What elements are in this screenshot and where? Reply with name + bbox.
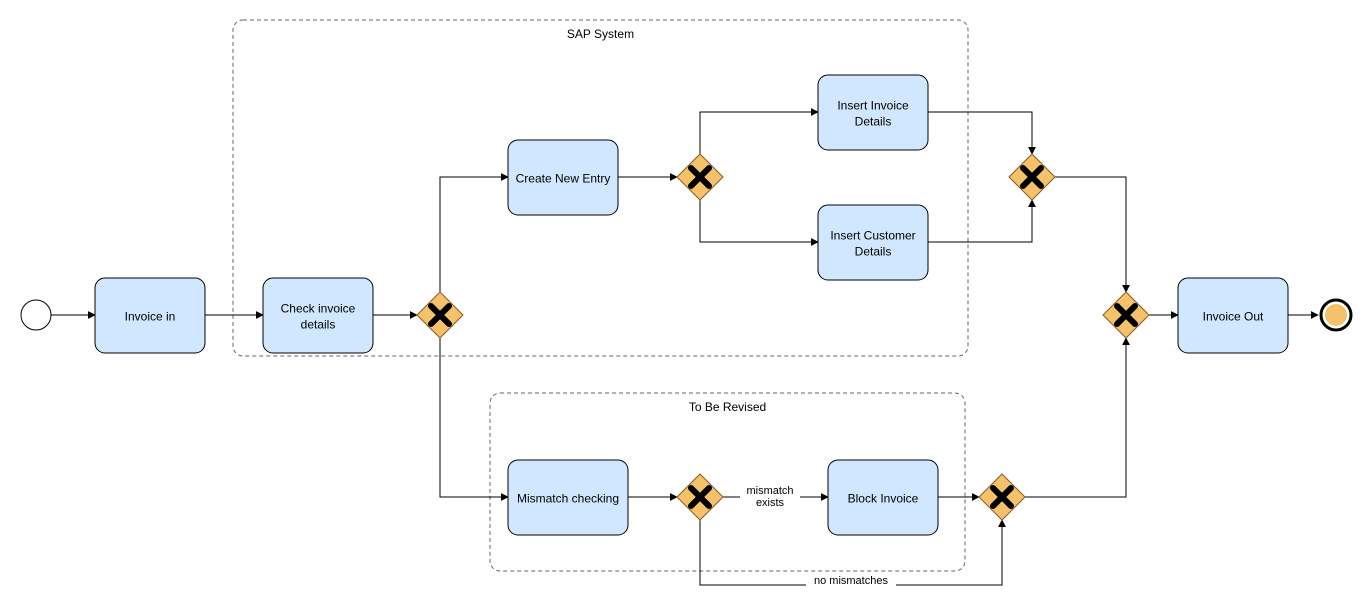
task-label-invoice_in: Invoice in xyxy=(125,310,176,324)
task-label-create_new_entry: Create New Entry xyxy=(516,172,611,186)
edge-label-e_mis_g4: mismatch xyxy=(746,485,793,497)
edge-label-e_g4_nomis: no mismatches xyxy=(814,575,888,587)
task-label-mismatch_check: Mismatch checking xyxy=(517,492,619,506)
task-label2-insert_invoice: Details xyxy=(855,115,892,129)
edge-e_g2_inscus xyxy=(700,200,818,242)
group-label-sap: SAP System xyxy=(567,27,634,41)
group-label-revised: To Be Revised xyxy=(689,400,766,414)
edge-e_g1_create xyxy=(440,177,508,292)
edge-e_inscus_g3 xyxy=(928,200,1032,242)
edge-e_g1_mis xyxy=(440,338,508,497)
edge-e_insinv_g3 xyxy=(928,112,1032,154)
start-event xyxy=(21,300,51,330)
task-label-insert_invoice: Insert Invoice xyxy=(837,99,909,113)
task-label-check_invoice: Check invoice xyxy=(281,302,356,316)
task-label-block_invoice: Block Invoice xyxy=(848,492,919,506)
task-label2-insert_customer: Details xyxy=(855,245,892,259)
end-event-inner xyxy=(1325,304,1347,326)
edge-e_g3_g6 xyxy=(1055,177,1126,292)
edge-e_g2_insinv xyxy=(700,112,818,154)
task-label2-check_invoice: details xyxy=(301,318,336,332)
task-label-insert_customer: Insert Customer xyxy=(830,229,915,243)
task-label-invoice_out: Invoice Out xyxy=(1203,310,1264,324)
edge-e_g5_g6 xyxy=(1025,338,1126,497)
edge-label2-e_mis_g4: exists xyxy=(756,497,785,509)
bpmn-diagram: SAP System To Be Revised Invoice in Check … xyxy=(0,0,1362,600)
